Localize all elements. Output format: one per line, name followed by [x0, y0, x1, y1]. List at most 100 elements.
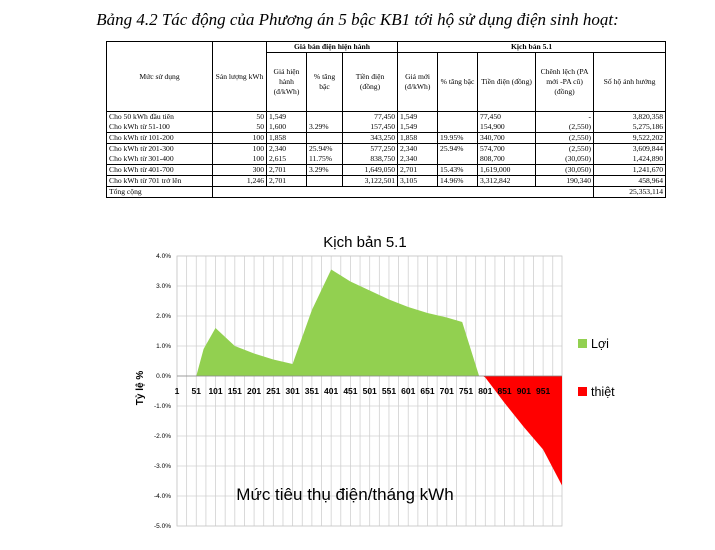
cell-cur-bill: 3,122,501 [341, 175, 399, 187]
x-tick-label: 901 [517, 386, 531, 396]
cell-new-pct [437, 122, 479, 133]
cell-cur-price: 2,701 [266, 175, 307, 187]
area-series-gain [196, 269, 480, 376]
cell-households: 1,424,890 [593, 154, 667, 165]
table-row: Cho kWh từ 201-300 100 2,340 25.94% 577,250 2… [106, 143, 667, 154]
cell-diff: 190,340 [535, 175, 595, 187]
cell-diff: (30,050) [535, 154, 595, 165]
total-spacer [211, 186, 595, 198]
cell-new-bill: 808,700 [477, 154, 537, 165]
x-tick-label: 101 [208, 386, 222, 396]
cell-new-price: 2,340 [397, 154, 439, 165]
cell-level: Cho kWh từ 101-200 [106, 132, 213, 144]
x-tick-label: 651 [420, 386, 434, 396]
y-tick-label: -5.0% [154, 523, 171, 530]
x-tick-label: 551 [382, 386, 396, 396]
y-tick-label: 3.0% [156, 283, 171, 290]
chart-title: Kịch bản 5.1 [323, 234, 406, 251]
cell-new-price: 2,701 [397, 164, 439, 176]
header-new-pct: % tăng bậc [437, 52, 479, 112]
cell-households: 1,241,670 [593, 164, 667, 176]
cell-level: Cho kWh từ 701 trở lên [106, 175, 213, 187]
x-tick-label: 851 [497, 386, 511, 396]
cell-cur-pct [306, 175, 343, 187]
cell-new-bill: 574,700 [477, 143, 537, 154]
cell-new-bill: 154,900 [477, 122, 537, 133]
legend-swatch [578, 387, 587, 396]
cell-cur-pct: 25.94% [306, 143, 343, 154]
cell-kwh: 300 [212, 164, 267, 176]
x-tick-label: 501 [363, 386, 377, 396]
cell-new-price: 1,549 [397, 122, 439, 133]
x-tick-label: 751 [459, 386, 473, 396]
cell-cur-bill: 157,450 [341, 122, 399, 133]
y-tick-label: 4.0% [156, 253, 171, 260]
header-households: Số hộ ảnh hưởng [593, 52, 667, 112]
legend-label: Lợi [591, 337, 609, 351]
cell-level: Cho kWh từ 51-100 [106, 122, 213, 133]
header-level: Mức sử dụng [106, 41, 213, 112]
header-diff: Chênh lệch (PA mới -PA cũ) (đồng) [535, 52, 595, 112]
cell-new-price: 3,105 [397, 175, 439, 187]
table-row: Cho kWh từ 701 trở lên 1,246 2,701 3,122,50… [106, 175, 667, 187]
cell-new-pct: 14.96% [437, 175, 479, 187]
cell-cur-price: 2,701 [266, 164, 307, 176]
table-row: Cho kWh từ 301-400 100 2,615 11.75% 838,750 2… [106, 154, 667, 165]
y-tick-label: 0.0% [156, 373, 171, 380]
x-tick-label: 201 [247, 386, 261, 396]
total-label: Tổng cộng [106, 186, 213, 198]
cell-new-bill: 340,700 [477, 132, 537, 144]
cell-cur-pct [306, 132, 343, 144]
cell-new-bill: 1,619,000 [477, 164, 537, 176]
cell-cur-bill: 343,250 [341, 132, 399, 144]
cell-cur-bill: 77,450 [341, 111, 399, 122]
cell-kwh: 100 [212, 132, 267, 144]
cell-cur-bill: 838,750 [341, 154, 399, 165]
cell-level: Cho kWh từ 201-300 [106, 143, 213, 154]
cell-cur-pct: 3.29% [306, 164, 343, 176]
cell-cur-pct: 3.29% [306, 122, 343, 133]
cell-cur-bill: 577,250 [341, 143, 399, 154]
cell-new-pct [437, 111, 479, 122]
cell-cur-price: 2,340 [266, 143, 307, 154]
table-row: Cho 50 kWh đầu tiên 50 1,549 77,450 1,549 77,… [106, 111, 667, 122]
header-cur-pct: % tăng bậc [306, 52, 343, 112]
y-tick-label: -3.0% [154, 463, 171, 470]
header-group-scenario: Kịch bản 5.1 [397, 41, 667, 53]
y-tick-label: 2.0% [156, 313, 171, 320]
cell-cur-bill: 1,649,050 [341, 164, 399, 176]
cell-new-bill: 77,450 [477, 111, 537, 122]
cell-new-pct: 15.43% [437, 164, 479, 176]
cell-new-price: 2,340 [397, 143, 439, 154]
x-tick-label: 251 [266, 386, 280, 396]
y-axis-label: Tỷ lệ % [135, 371, 146, 406]
header-output: Sản lượng kWh [212, 41, 267, 112]
legend-swatch [578, 339, 587, 348]
total-value: 25,353,114 [593, 186, 667, 198]
header-cur-price: Giá hiện hành (đ/kWh) [266, 52, 307, 112]
header-group-current: Giá bán điện hiện hành [265, 41, 399, 53]
cell-diff: - [535, 111, 595, 122]
cell-new-price: 1,549 [397, 111, 439, 122]
table-row: Cho kWh từ 101-200 100 1,858 343,250 1,858 19… [106, 132, 667, 144]
table-caption: Bảng 4.2 Tác động của Phương án 5 bậc KB… [96, 10, 619, 29]
cell-households: 5,275,186 [593, 122, 667, 133]
cell-cur-price: 2,615 [266, 154, 307, 165]
cell-cur-price: 1,549 [266, 111, 307, 122]
x-tick-label: 701 [440, 386, 454, 396]
x-tick-label: 801 [478, 386, 492, 396]
cell-new-bill: 3,312,842 [477, 175, 537, 187]
x-tick-label: 151 [228, 386, 242, 396]
y-tick-label: -2.0% [154, 433, 171, 440]
tariff-table: Mức sử dụng Sản lượng kWh Giá bán điện h… [106, 41, 667, 198]
cell-kwh: 100 [212, 143, 267, 154]
chart-container: 4.0% 3.0% 2.0% 1.0% 0.0% -1.0% -2.0% -3.0% -4.0%… [0, 230, 715, 545]
x-tick-label: 1 [175, 386, 180, 396]
y-tick-label: -4.0% [154, 493, 171, 500]
cell-households: 3,609,844 [593, 143, 667, 154]
cell-level: Cho kWh từ 301-400 [106, 154, 213, 165]
legend-label: thiệt [591, 385, 615, 399]
table-row: Cho kWh từ 401-700 300 2,701 3.29% 1,649,050… [106, 164, 667, 176]
table-total-row: Tổng cộng 25,353,114 [106, 186, 667, 198]
table-row: Cho kWh từ 51-100 50 1,600 3.29% 157,450 1,54… [106, 122, 667, 133]
